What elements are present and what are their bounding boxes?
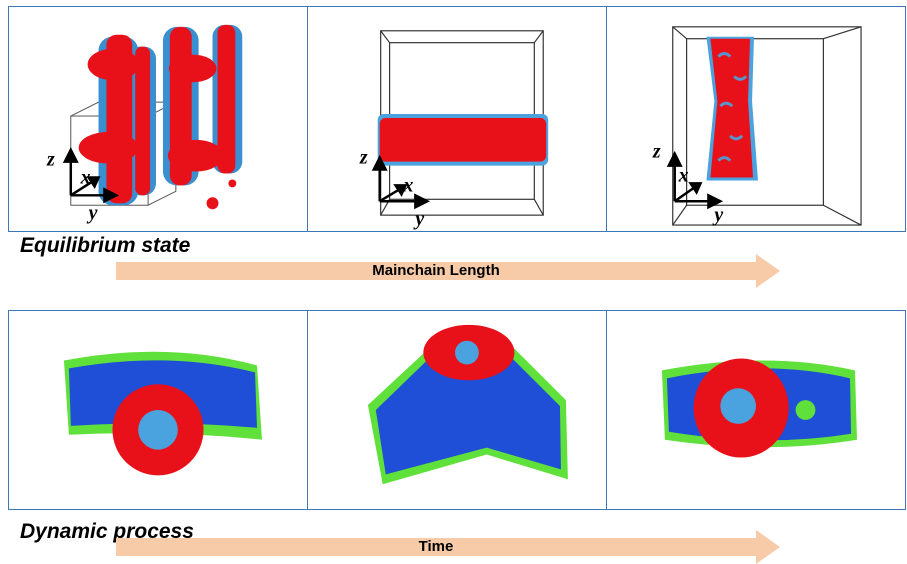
lamellar-morphology-image: z x y [359,30,549,230]
axis-z-label: z [359,147,368,169]
panel-dynamic-step-2 [308,311,607,509]
arrow-shape [116,254,780,288]
network-morphology-image: z x y [46,24,243,224]
panel-network-morphology: z x y [9,7,308,231]
mainchain-length-label: Mainchain Length [372,262,500,279]
axis-z-label: z [652,141,661,163]
axis-x-label: x [80,166,91,188]
equilibrium-state-label: Equilibrium state [20,234,191,257]
axis-y-label: y [87,202,98,224]
axis-y-label: y [413,208,424,230]
panel-dynamic-step-1 [9,311,308,509]
axis-y-label: y [712,204,723,226]
mainchain-length-arrow: Mainchain Length [116,254,786,288]
panel-cylinder-morphology: z x y [607,7,905,231]
equilibrium-panels: z x y z [8,6,906,232]
axis-x-label: x [678,164,689,186]
dynamic-step-1-image [63,351,262,476]
axis-z-label: z [46,149,55,171]
dynamic-process-panels [8,310,906,510]
dynamic-step-2-image [367,324,568,485]
cylinder-morphology-image: z x y [652,26,862,226]
panel-lamellar-morphology: z x y [308,7,607,231]
time-arrow: Time [116,530,786,564]
dynamic-process-label: Dynamic process [20,520,194,543]
panel-dynamic-step-3 [607,311,905,509]
arrow-shape [116,530,780,564]
dynamic-step-3-image [661,358,857,458]
time-label: Time [418,538,454,555]
axis-x-label: x [402,174,413,196]
